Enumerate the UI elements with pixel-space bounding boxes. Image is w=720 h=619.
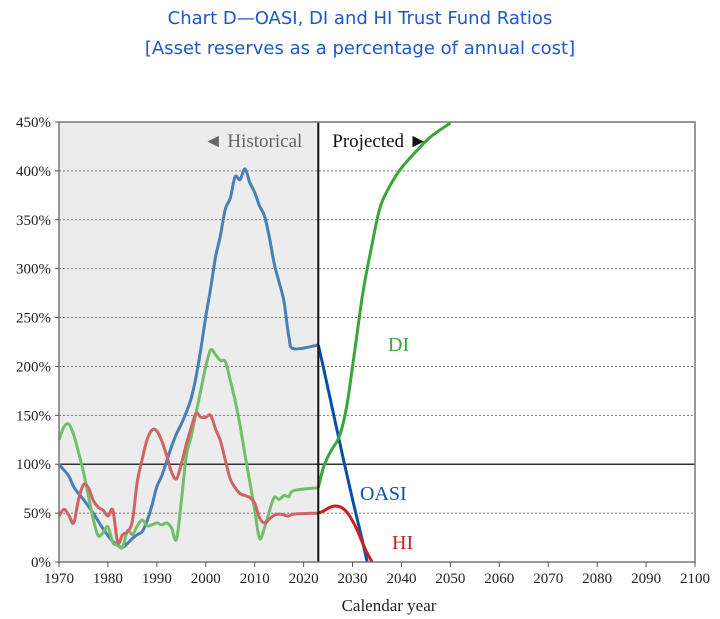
x-tick-label: 2050 bbox=[435, 571, 465, 587]
x-tick-label: 2080 bbox=[582, 571, 612, 587]
x-tick-label: 2070 bbox=[533, 571, 563, 587]
gridlines bbox=[59, 170, 695, 514]
x-tick-label: 1980 bbox=[93, 571, 123, 587]
series-line-oasi-historical bbox=[57, 167, 319, 549]
y-tick-label: 350% bbox=[16, 213, 51, 229]
historical-shading bbox=[59, 122, 319, 562]
series-label-hi: HI bbox=[392, 532, 413, 554]
y-tick-label: 0% bbox=[31, 555, 51, 571]
series-line-hi-historical bbox=[57, 411, 319, 545]
x-tick-label: 2000 bbox=[191, 571, 221, 587]
series-line-di-projected bbox=[316, 121, 452, 489]
series-line-hi-projected bbox=[317, 504, 374, 563]
y-tick-label: 450% bbox=[16, 115, 51, 131]
x-tick-label: 2090 bbox=[631, 571, 661, 587]
historical-label: ◄ Historical bbox=[204, 131, 302, 152]
series-lines bbox=[57, 121, 452, 563]
x-axis: 1970 1980 1990 2000 2010 2020 2030 2040 2050 2060… bbox=[44, 562, 710, 587]
series-label-di: DI bbox=[388, 334, 409, 356]
x-tick-label: 2100 bbox=[680, 571, 710, 587]
plot-frame bbox=[58, 121, 696, 563]
y-tick-label: 100% bbox=[16, 457, 51, 473]
y-tick-label: 300% bbox=[16, 262, 51, 278]
y-axis: 0% 50% 100% 150% 200% 250% 300% 350% 400% 450% bbox=[16, 115, 59, 571]
x-tick-label: 2060 bbox=[484, 571, 514, 587]
y-tick-label: 50% bbox=[24, 506, 52, 522]
projected-label: Projected ► bbox=[332, 131, 427, 152]
x-tick-label: 2020 bbox=[289, 571, 319, 587]
chart-subtitle: [Asset reserves as a percentage of annua… bbox=[144, 38, 576, 59]
x-tick-label: 1990 bbox=[142, 571, 172, 587]
y-tick-label: 200% bbox=[16, 359, 51, 375]
x-axis-title: Calendar year bbox=[342, 596, 437, 615]
x-tick-label: 2010 bbox=[240, 571, 270, 587]
y-tick-label: 150% bbox=[16, 408, 51, 424]
series-line-di-historical bbox=[57, 347, 319, 550]
chart-title: Chart D—OASI, DI and HI Trust Fund Ratio… bbox=[167, 8, 553, 29]
x-tick-label: 1970 bbox=[44, 571, 74, 587]
y-tick-label: 400% bbox=[16, 164, 51, 180]
y-tick-label: 250% bbox=[16, 311, 51, 327]
series-label-oasi: OASI bbox=[360, 483, 407, 505]
x-tick-label: 2040 bbox=[386, 571, 416, 587]
x-tick-label: 2030 bbox=[338, 571, 368, 587]
series-line-oasi-projected bbox=[316, 344, 369, 563]
